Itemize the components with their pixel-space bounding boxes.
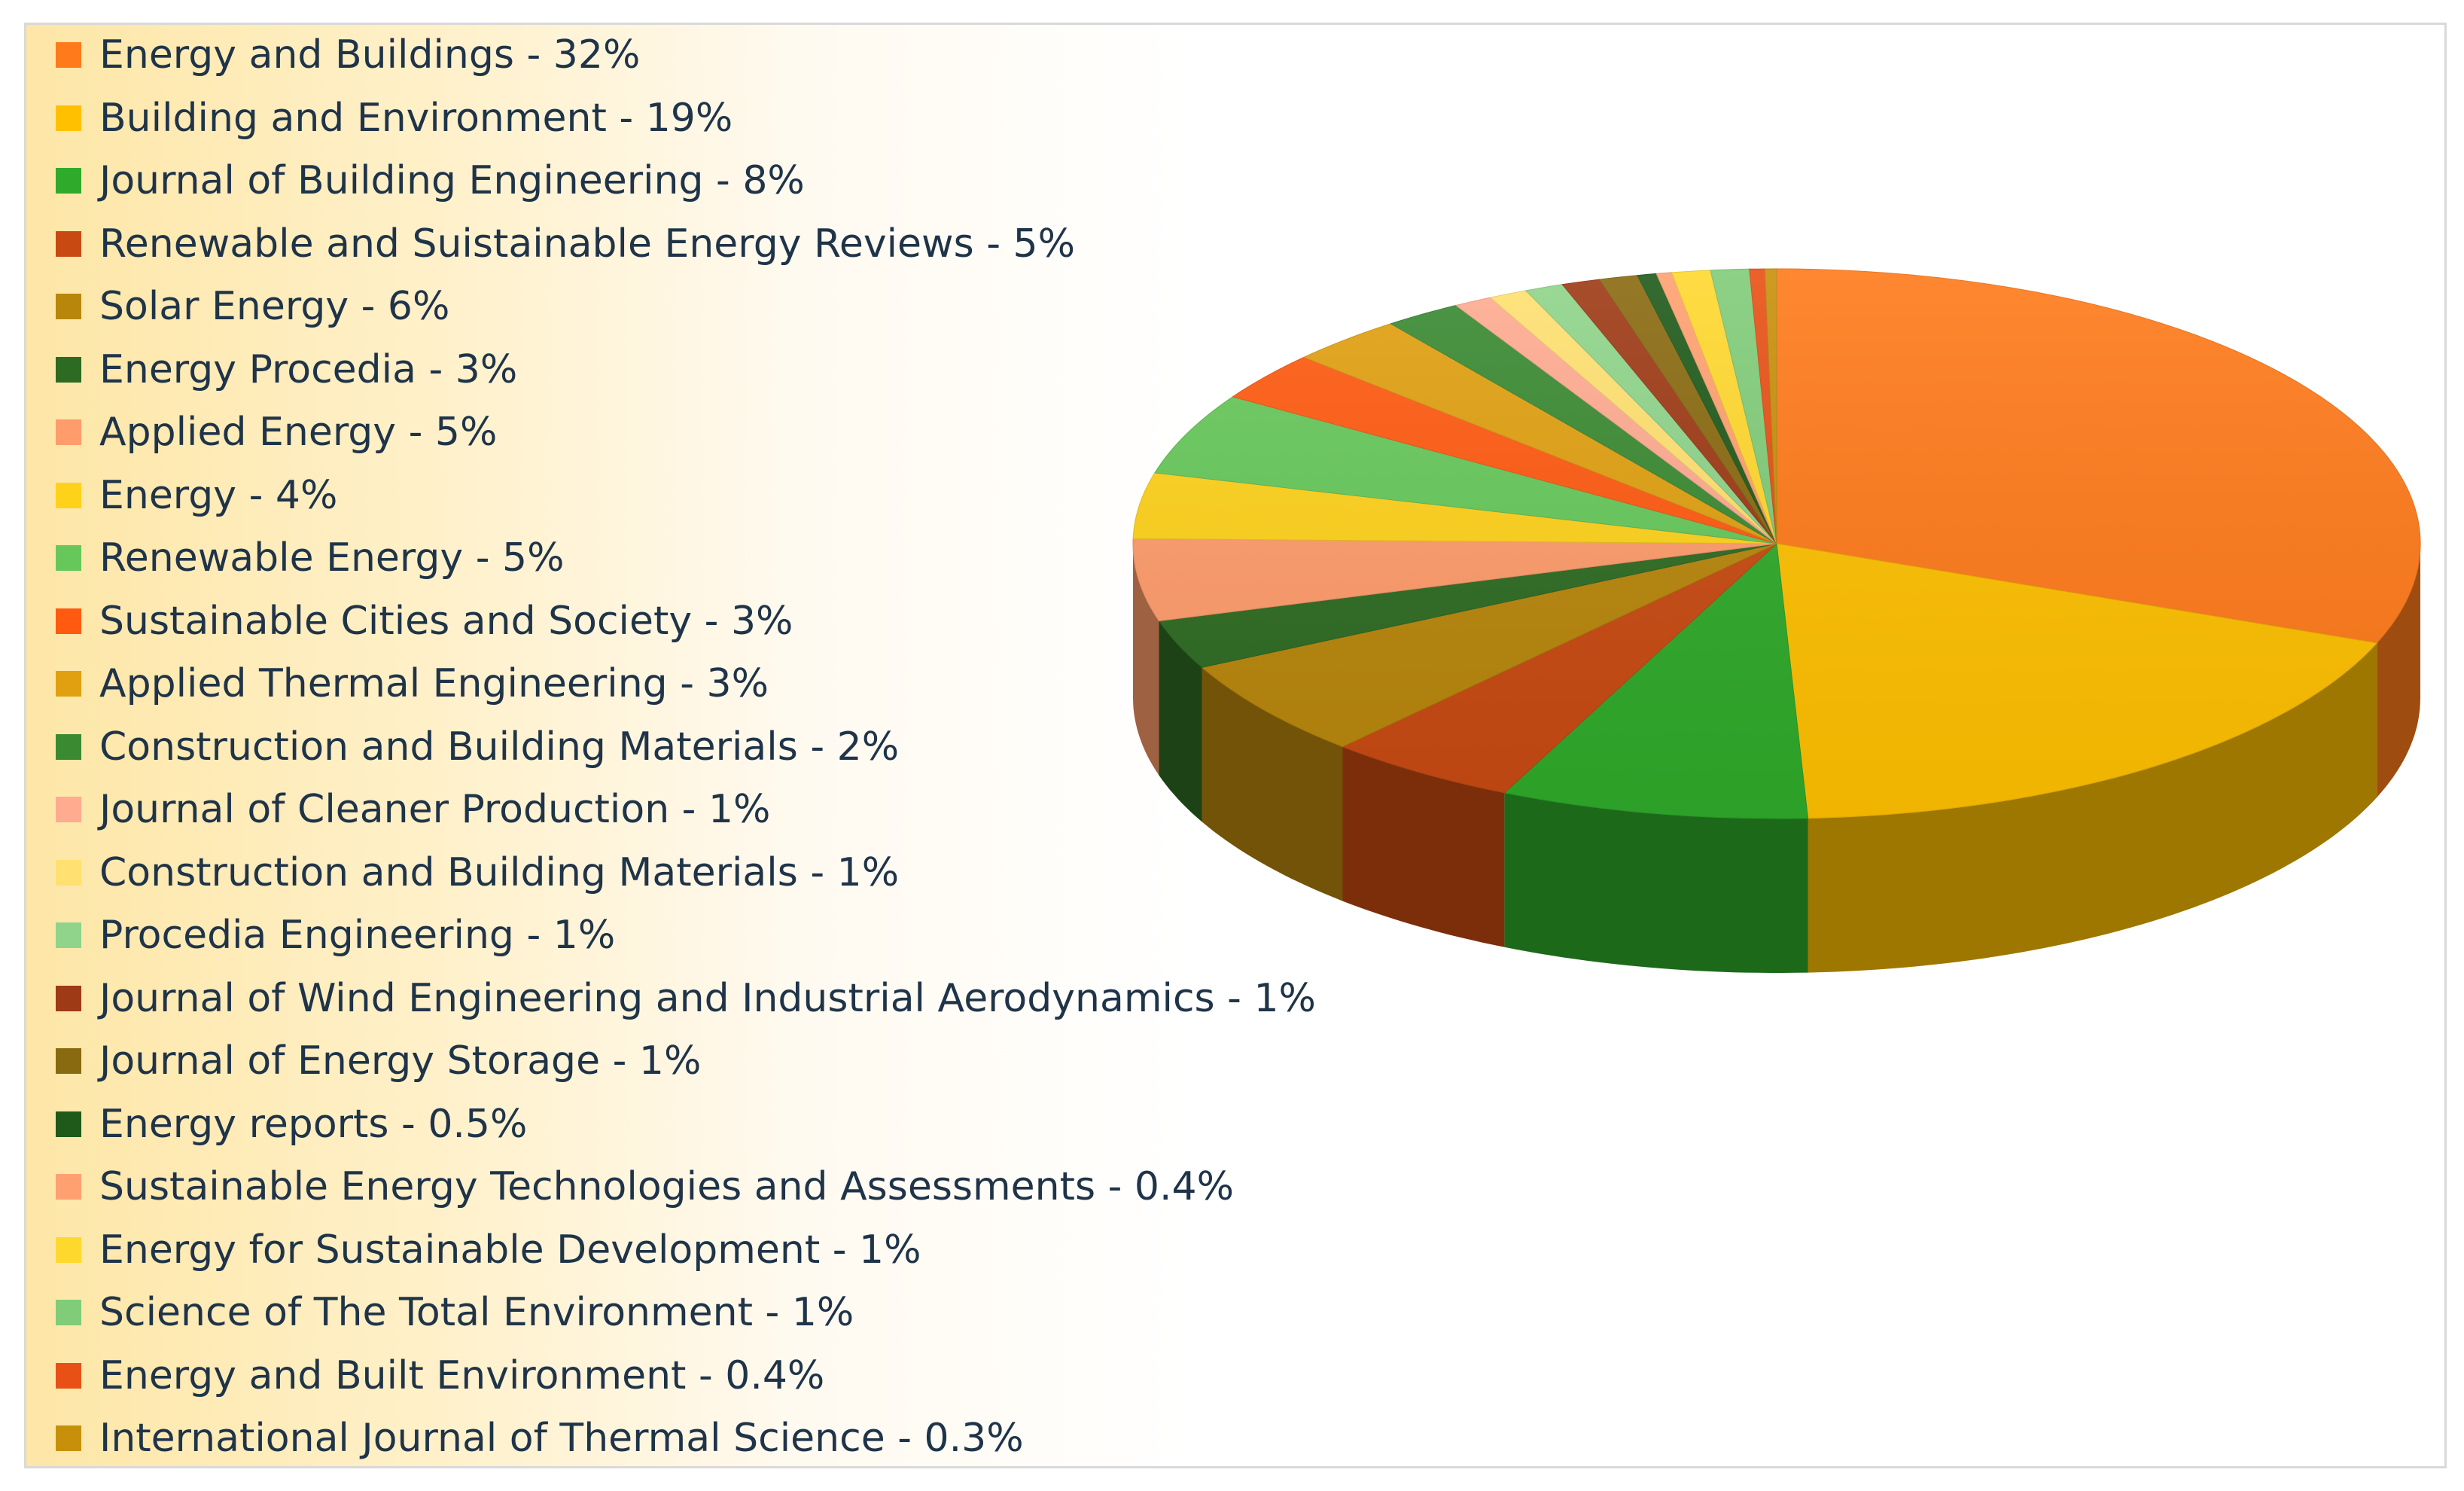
legend-item: Journal of Energy Storage - 1%: [56, 1035, 701, 1087]
legend-swatch: [56, 545, 81, 571]
legend-label: Journal of Energy Storage - 1%: [99, 1038, 702, 1084]
legend-item: Sustainable Energy Technologies and Asse…: [56, 1160, 1234, 1213]
legend-label: Sustainable Cities and Society - 3%: [99, 598, 793, 644]
legend-swatch: [56, 419, 81, 445]
legend-label: Energy reports - 0.5%: [99, 1101, 528, 1147]
legend-label: Journal of Building Engineering - 8%: [99, 158, 805, 203]
legend-item: Journal of Building Engineering - 8%: [56, 154, 805, 207]
legend-label: Energy and Buildings - 32%: [99, 32, 641, 78]
legend-swatch: [56, 1300, 81, 1325]
pie-slice-side: [1808, 643, 2377, 973]
legend-item: Procedia Engineering - 1%: [56, 909, 615, 962]
legend-swatch: [56, 671, 81, 697]
legend-swatch: [56, 922, 81, 948]
legend-swatch: [56, 294, 81, 319]
legend-item: Applied Energy - 5%: [56, 406, 497, 459]
legend-label: Building and Environment - 19%: [99, 95, 733, 141]
legend-item: Building and Environment - 19%: [56, 92, 732, 145]
legend-swatch: [56, 859, 81, 886]
legend-swatch: [56, 482, 81, 508]
legend-item: Solar Energy - 6%: [56, 280, 449, 333]
legend-item: Sustainable Cities and Society - 3%: [56, 595, 793, 648]
legend-label: Energy - 4%: [99, 472, 338, 518]
legend-item: Renewable and Suistainable Energy Review…: [56, 218, 1075, 270]
legend-label: International Journal of Thermal Science…: [99, 1416, 1024, 1461]
legend-label: Renewable Energy - 5%: [99, 535, 565, 581]
legend-label: Construction and Building Materials - 1%: [99, 849, 900, 895]
legend-label: Renewable and Suistainable Energy Review…: [99, 221, 1075, 267]
legend-swatch: [56, 1174, 81, 1200]
legend-label: Construction and Building Materials - 2%: [99, 724, 900, 770]
legend-label: Energy and Built Environment - 0.4%: [99, 1352, 825, 1398]
legend-swatch: [56, 1362, 81, 1389]
legend-item: Energy for Sustainable Development - 1%: [56, 1224, 921, 1276]
legend: Energy and Buildings - 32% Building and E…: [56, 26, 1411, 1461]
legend-item: International Journal of Thermal Science…: [56, 1412, 1024, 1465]
pie-slice-side: [1159, 620, 1202, 822]
legend-swatch: [56, 1425, 81, 1451]
legend-swatch: [56, 168, 81, 194]
legend-label: Applied Energy - 5%: [99, 410, 498, 455]
legend-item: Energy and Buildings - 32%: [56, 29, 640, 81]
pie-slice-side: [1342, 746, 1505, 947]
legend-item: Journal of Cleaner Production - 1%: [56, 783, 770, 836]
pie-top-sheen: [1133, 269, 2420, 819]
legend-item: Energy - 4%: [56, 469, 337, 522]
legend-item: Journal of Wind Engineering and Industri…: [56, 972, 1316, 1025]
legend-swatch: [56, 356, 81, 383]
legend-item: Applied Thermal Engineering - 3%: [56, 657, 769, 710]
legend-swatch: [56, 1111, 81, 1137]
legend-swatch: [56, 105, 81, 131]
legend-swatch: [56, 230, 81, 257]
legend-item: Energy Procedia - 3%: [56, 343, 517, 396]
legend-swatch: [56, 985, 81, 1011]
legend-swatch: [56, 608, 81, 634]
legend-item: Energy and Built Environment - 0.4%: [56, 1349, 824, 1402]
legend-label: Science of The Total Environment - 1%: [99, 1290, 854, 1335]
legend-swatch: [56, 797, 81, 822]
legend-label: Sustainable Energy Technologies and Asse…: [99, 1164, 1235, 1209]
legend-swatch: [56, 42, 81, 68]
legend-item: Energy reports - 0.5%: [56, 1098, 527, 1151]
pie-slice-side: [2377, 544, 2420, 797]
pie-slice-side: [1202, 667, 1343, 901]
legend-label: Journal of Cleaner Production - 1%: [99, 787, 771, 832]
legend-swatch: [56, 1236, 81, 1263]
legend-label: Solar Energy - 6%: [99, 284, 450, 329]
legend-swatch: [56, 733, 81, 760]
legend-item: Renewable Energy - 5%: [56, 532, 564, 584]
legend-label: Energy for Sustainable Development - 1%: [99, 1227, 921, 1273]
legend-swatch: [56, 1048, 81, 1074]
pie-slice-side: [1504, 792, 1808, 973]
legend-item: Science of The Total Environment - 1%: [56, 1286, 854, 1339]
legend-label: Energy Procedia - 3%: [99, 346, 518, 392]
legend-label: Applied Thermal Engineering - 3%: [99, 661, 769, 706]
legend-label: Procedia Engineering - 1%: [99, 913, 616, 958]
legend-item: Construction and Building Materials - 2%: [56, 721, 899, 773]
legend-item: Construction and Building Materials - 1%: [56, 846, 899, 899]
legend-label: Journal of Wind Engineering and Industri…: [99, 975, 1316, 1021]
pie-slice-side: [1133, 544, 1159, 776]
